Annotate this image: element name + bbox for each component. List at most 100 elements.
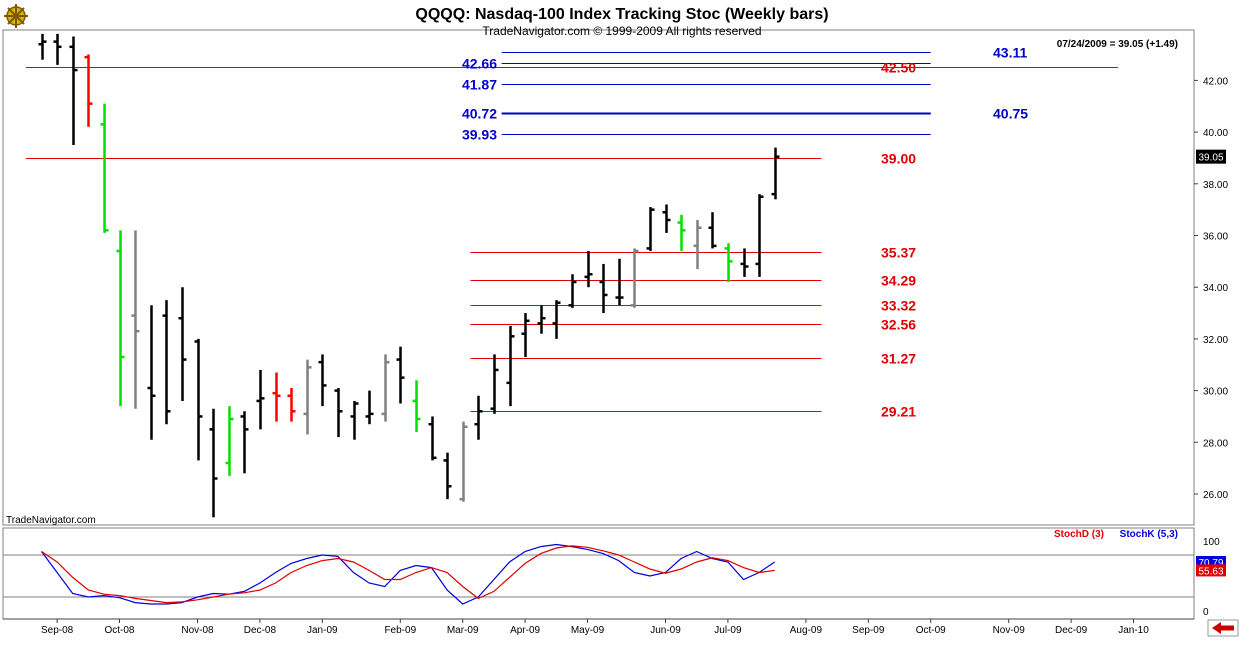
ohlc-bar-1: [53, 33, 62, 65]
quote-readout: 07/24/2009 = 39.05 (+1.49): [1057, 39, 1178, 50]
x-tick-label: Sep-09: [852, 625, 885, 636]
ohlc-bar-3: [84, 54, 93, 127]
chart-subtitle: TradeNavigator.com © 1999-2009 All right…: [482, 24, 761, 38]
ship-wheel-logo-icon[interactable]: [4, 4, 28, 28]
x-tick-label: Jan-10: [1118, 625, 1149, 636]
ohlc-bar-33: [552, 300, 561, 339]
y-tick-label: 34.00: [1203, 283, 1228, 294]
ohlc-bar-24: [412, 380, 421, 432]
x-tick-label: Jun-09: [650, 625, 681, 636]
y-tick-label: 32.00: [1203, 335, 1228, 346]
ohlc-bar-41: [677, 214, 686, 252]
x-tick-label: Nov-09: [993, 625, 1026, 636]
ohlc-bar-46: [755, 194, 764, 277]
ohlc-bar-42: [693, 219, 702, 270]
level-label-34-29: 34.29: [881, 273, 916, 289]
current-price-box: [1196, 149, 1226, 164]
ohlc-bar-29: [490, 354, 499, 414]
ohlc-bar-16: [287, 388, 296, 422]
stoch-k-value: 70.79: [1198, 558, 1223, 569]
watermark: TradeNavigator.com: [6, 515, 96, 526]
ohlc-bar-6: [131, 230, 140, 409]
ohlc-bar-23: [396, 346, 405, 404]
level-label-41-87: 41.87: [462, 77, 497, 93]
ohlc-bar-13: [240, 411, 249, 474]
x-tick-label: Oct-09: [916, 625, 946, 636]
price-panel-frame: [2, 29, 1195, 526]
x-tick-label: Sep-08: [41, 625, 74, 636]
level-label-43-11: 43.11: [993, 45, 1027, 61]
level-label-39-93: 39.93: [462, 127, 497, 143]
ohlc-bar-31: [521, 313, 530, 357]
stoch-k-line: [41, 543, 776, 605]
stoch-d-line: [41, 545, 775, 604]
ohlc-bar-7: [147, 305, 156, 440]
level-label-42-50: 42.50: [881, 60, 916, 76]
x-tick-label: Dec-08: [244, 625, 277, 636]
ohlc-bar-28: [474, 395, 483, 440]
current-price-label: 39.05: [1198, 153, 1223, 164]
y-tick-label: 40.00: [1203, 128, 1228, 139]
x-tick-label: Jul-09: [714, 625, 742, 636]
ohlc-bar-2: [69, 36, 78, 146]
stoch-d-value: 55.63: [1198, 566, 1223, 577]
ohlc-bar-15: [272, 372, 281, 422]
level-label-40-72: 40.72: [462, 106, 497, 122]
y-tick-label: 38.00: [1203, 180, 1228, 191]
ohlc-bar-9: [178, 287, 187, 401]
level-label-32-56: 32.56: [881, 317, 916, 333]
ohlc-bar-14: [256, 369, 265, 430]
x-tick-label: Oct-08: [104, 625, 134, 636]
stoch-k-legend: StochK (5,3): [1120, 529, 1178, 540]
level-label-40-75: 40.75: [993, 106, 1028, 122]
y-tick-label: 26.00: [1203, 490, 1228, 501]
ohlc-bar-22: [381, 354, 390, 422]
ohlc-bar-38: [630, 248, 639, 308]
ohlc-bar-40: [662, 204, 671, 233]
level-label-31-27: 31.27: [881, 351, 916, 367]
x-tick-label: Dec-09: [1055, 625, 1088, 636]
y-tick-label: 30.00: [1203, 387, 1228, 398]
left-arrow-icon[interactable]: [1207, 619, 1239, 637]
ohlc-bar-26: [443, 452, 452, 500]
y-tick-label: 36.00: [1203, 232, 1228, 243]
ohlc-bar-30: [506, 325, 515, 407]
level-label-33-32: 33.32: [881, 298, 916, 314]
ohlc-bar-18: [318, 354, 327, 407]
ohlc-bar-17: [303, 359, 312, 435]
ohlc-bar-4: [100, 103, 109, 233]
ohlc-bar-21: [365, 390, 374, 425]
x-tick-label: Feb-09: [384, 625, 416, 636]
ohlc-bar-8: [162, 300, 171, 425]
level-label-29-21: 29.21: [881, 404, 916, 420]
level-label-42-66: 42.66: [462, 56, 497, 72]
stoch-tick-label: 100: [1203, 537, 1220, 548]
x-tick-label: May-09: [571, 625, 605, 636]
stoch-d-value-box: [1196, 564, 1226, 577]
ohlc-bar-47: [771, 147, 780, 200]
ohlc-bar-36: [599, 263, 608, 314]
y-tick-label: 28.00: [1203, 438, 1228, 449]
stoch-d-legend: StochD (3): [1054, 529, 1104, 540]
ohlc-bar-34: [568, 274, 577, 308]
stoch-tick-label: 0: [1203, 607, 1209, 618]
ohlc-bar-12: [225, 406, 234, 476]
ohlc-bar-11: [209, 408, 218, 518]
ohlc-bar-45: [740, 248, 749, 277]
ohlc-bar-44: [724, 243, 733, 283]
x-tick-label: Nov-08: [181, 625, 214, 636]
ohlc-bar-20: [350, 400, 359, 440]
ohlc-bar-19: [334, 388, 343, 438]
ohlc-bar-10: [194, 338, 203, 461]
ohlc-bar-25: [428, 416, 437, 461]
ohlc-bar-5: [116, 230, 125, 407]
ohlc-bar-27: [459, 421, 468, 502]
ohlc-bar-35: [584, 251, 593, 288]
x-tick-label: Aug-09: [790, 625, 823, 636]
x-tick-label: Mar-09: [447, 625, 479, 636]
x-tick-label: Jan-09: [307, 625, 338, 636]
ohlc-bar-0: [38, 33, 47, 60]
